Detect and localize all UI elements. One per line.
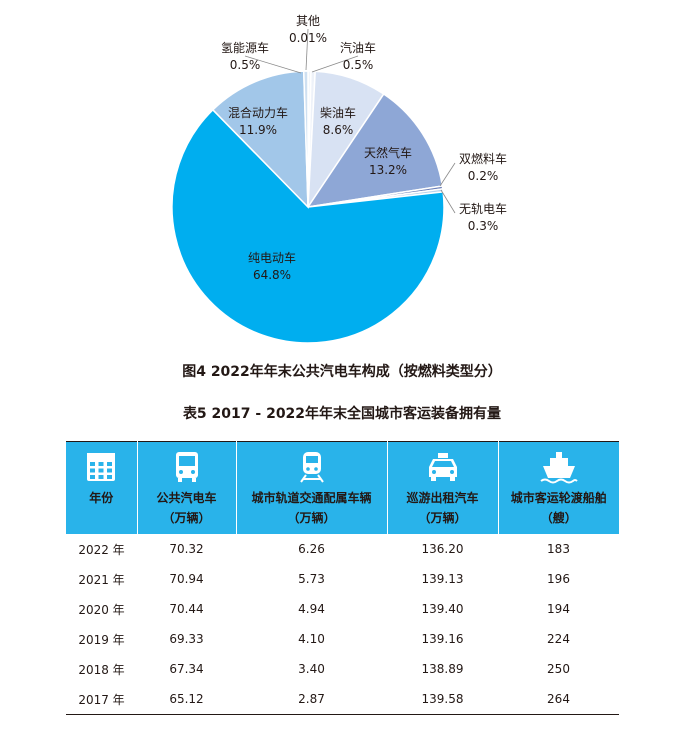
cell-value: 3.40 <box>298 662 325 676</box>
cell-value: 5.73 <box>298 572 325 586</box>
header-unit: （万辆） <box>287 511 336 525</box>
table-header-row: 年份 公共汽电车 （万辆） 城 <box>66 441 619 534</box>
table-row: 2022 年 70.32 6.26 136.20 183 <box>66 534 619 564</box>
train-icon <box>299 452 324 483</box>
cell-value: 136.20 <box>421 542 464 556</box>
header-ferry: 城市客运轮渡船舶 （艘） <box>497 441 619 534</box>
cell-value: 2.87 <box>236 684 387 715</box>
cell-value: 139.40 <box>421 602 464 616</box>
cell-value: 70.32 <box>169 542 204 556</box>
cell-value: 70.44 <box>169 602 204 616</box>
table-row: 2019 年 69.33 4.10 139.16 224 <box>66 624 619 654</box>
header-rail: 城市轨道交通配属车辆 （万辆） <box>235 441 387 534</box>
header-label: 公共汽电车 <box>156 491 217 505</box>
cell-value: 139.16 <box>421 632 464 646</box>
cell-value: 70.94 <box>169 572 204 586</box>
slice-name-label: 其他 <box>296 14 320 28</box>
cell-value: 194 <box>547 602 570 616</box>
slice-value-label: 0.5% <box>230 58 261 72</box>
cell-year: 2021 年 <box>78 572 125 587</box>
cell-year: 2020 年 <box>78 602 125 617</box>
cell-value: 139.13 <box>421 572 464 586</box>
table-row: 2017 年 65.12 2.87 139.58 264 <box>66 684 619 715</box>
slice-value-label: 11.9% <box>239 123 277 137</box>
cell-year: 2018 年 <box>78 662 125 677</box>
cell-value: 196 <box>547 572 570 586</box>
leader-line <box>440 189 456 214</box>
slice-value-label: 13.2% <box>369 163 407 177</box>
figure-caption: 图4 2022年年末公共汽电车构成（按燃料类型分） <box>182 364 502 380</box>
slice-name-label: 汽油车 <box>340 40 376 55</box>
slice-name-label: 柴油车 <box>320 105 356 120</box>
cell-value: 138.89 <box>421 662 464 676</box>
table-caption: 表5 2017 - 2022年年末全国城市客运装备拥有量 <box>182 406 502 422</box>
leader-line <box>311 55 359 73</box>
fuel-type-pie-chart: 其他 0.01% 汽油车 0.5% 柴油车 8.6% 天然气车 13.2% 双燃料车 0.2% 无轨… <box>171 14 507 344</box>
leader-line <box>244 55 302 74</box>
cell-value: 69.33 <box>169 632 204 646</box>
slice-value-label: 64.8% <box>253 268 291 282</box>
cell-value: 4.94 <box>298 602 325 616</box>
pie-slice <box>211 70 309 209</box>
equipment-table: 年份 公共汽电车 （万辆） 城 <box>66 441 619 715</box>
cell-value: 65.12 <box>137 684 236 715</box>
cell-year: 2022 年 <box>78 542 125 557</box>
cell-value: 139.58 <box>387 684 498 715</box>
ship-icon <box>540 452 578 484</box>
cell-value: 67.34 <box>169 662 204 676</box>
header-label: 城市轨道交通配属车辆 <box>251 491 372 505</box>
leader-line <box>439 162 456 187</box>
pie-slice <box>302 70 309 208</box>
slice-name-label: 氢能源车 <box>221 40 269 55</box>
cell-year: 2017 年 <box>66 684 137 715</box>
header-unit: （艘） <box>540 511 577 525</box>
pie-slice <box>306 92 444 209</box>
pie-slice <box>171 108 445 344</box>
slice-name-label: 纯电动车 <box>248 250 296 265</box>
cell-year: 2019 年 <box>78 632 125 647</box>
header-label: 年份 <box>89 491 114 505</box>
header-year: 年份 <box>66 441 137 534</box>
cell-value: 183 <box>547 542 570 556</box>
header-taxi: 巡游出租汽车 （万辆） <box>386 441 498 534</box>
slice-value-label: 0.3% <box>468 219 499 233</box>
header-bus: 公共汽电车 （万辆） <box>136 441 236 534</box>
slice-name-label: 无轨电车 <box>459 201 507 216</box>
slice-value-label: 0.2% <box>468 169 499 183</box>
cell-value: 4.10 <box>298 632 325 646</box>
table-row: 2018 年 67.34 3.40 138.89 250 <box>66 654 619 684</box>
header-label: 城市客运轮渡船舶 <box>510 491 607 505</box>
header-label: 巡游出租汽车 <box>406 491 479 505</box>
cell-value: 264 <box>498 684 619 715</box>
slice-value-label: 8.6% <box>323 123 354 137</box>
slice-value-label: 0.01% <box>289 31 327 45</box>
slice-name-label: 双燃料车 <box>459 151 507 166</box>
leader-line <box>305 28 309 71</box>
slice-name-label: 混合动力车 <box>228 105 288 120</box>
bus-icon <box>175 452 198 482</box>
slice-value-label: 0.5% <box>343 58 374 72</box>
taxi-icon <box>428 453 457 481</box>
table-row: 2021 年 70.94 5.73 139.13 196 <box>66 564 619 594</box>
header-unit: （万辆） <box>418 511 467 525</box>
header-unit: （万辆） <box>162 511 211 525</box>
cell-value: 224 <box>547 632 570 646</box>
slice-name-label: 天然气车 <box>364 145 412 160</box>
cell-value: 6.26 <box>298 542 325 556</box>
cell-value: 250 <box>547 662 570 676</box>
table-row: 2020 年 70.44 4.94 139.40 194 <box>66 594 619 624</box>
calendar-icon <box>87 453 116 481</box>
